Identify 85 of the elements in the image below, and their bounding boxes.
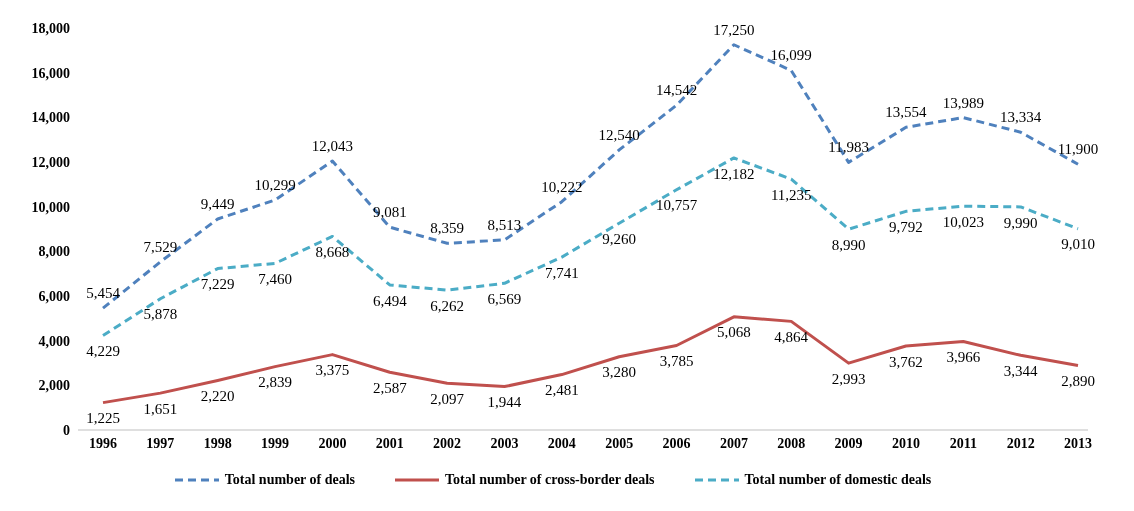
data-label: 4,229 [86, 343, 120, 360]
data-label: 2,993 [831, 370, 866, 387]
data-label: 10,023 [942, 213, 984, 230]
data-label: 9,792 [889, 218, 923, 235]
data-label: 13,334 [1000, 109, 1042, 126]
data-label: 6,262 [430, 297, 464, 314]
data-label: 1,225 [86, 410, 120, 427]
data-label: 2,839 [258, 374, 292, 391]
data-label: 12,540 [598, 126, 640, 143]
data-label: 8,513 [487, 216, 522, 233]
data-label: 3,966 [946, 349, 981, 366]
data-label: 10,299 [254, 176, 296, 193]
data-label: 3,344 [1003, 362, 1039, 379]
data-label: 16,099 [770, 47, 812, 64]
data-label: 11,900 [1057, 141, 1099, 158]
data-label: 11,235 [770, 186, 812, 203]
data-label: 2,481 [544, 382, 579, 399]
data-label: 2,890 [1061, 373, 1095, 390]
data-label: 9,081 [372, 204, 407, 221]
data-label: 3,375 [315, 362, 350, 379]
x-tick-label: 1997 [146, 435, 175, 451]
x-tick-label: 2008 [777, 435, 806, 451]
x-tick-label: 2006 [662, 435, 691, 451]
x-tick-label: 2001 [375, 435, 404, 451]
x-tick-label: 2013 [1064, 435, 1092, 451]
x-tick-label: 2003 [490, 435, 519, 451]
data-label: 4,864 [774, 329, 809, 346]
legend-label: Total number of deals [224, 472, 356, 488]
y-tick-label: 4,000 [38, 333, 70, 349]
data-label: 9,260 [602, 230, 637, 247]
data-label: 10,757 [655, 197, 698, 214]
data-label: 2,587 [372, 379, 408, 396]
x-tick-label: 1998 [203, 435, 232, 451]
data-label: 8,668 [315, 244, 350, 261]
data-label: 5,878 [143, 306, 178, 323]
x-tick-label: 2000 [318, 435, 347, 451]
legend-label: Total number of cross-border deals [445, 472, 655, 488]
x-tick-label: 2009 [834, 435, 863, 451]
data-label: 5,454 [86, 285, 121, 302]
data-label: 9,990 [1003, 214, 1038, 231]
data-label: 3,785 [659, 353, 694, 370]
x-tick-label: 2002 [433, 435, 462, 451]
x-tick-label: 2012 [1006, 435, 1035, 451]
y-tick-label: 12,000 [31, 154, 70, 170]
y-tick-label: 6,000 [38, 288, 70, 304]
data-label: 8,990 [831, 236, 866, 253]
data-label: 5,068 [717, 324, 751, 341]
data-label: 12,182 [713, 165, 755, 182]
data-label: 2,220 [200, 388, 235, 405]
data-label: 3,280 [602, 364, 637, 381]
data-label: 6,569 [487, 290, 522, 307]
data-label: 1,651 [143, 400, 178, 417]
data-label: 7,529 [143, 238, 178, 255]
data-label: 9,449 [200, 195, 235, 212]
x-tick-label: 2011 [949, 435, 977, 451]
x-tick-label: 2005 [605, 435, 634, 451]
data-label: 3,762 [889, 353, 923, 370]
data-label: 13,989 [942, 94, 984, 111]
data-label: 2,097 [430, 390, 465, 407]
y-tick-label: 0 [63, 422, 70, 438]
y-tick-label: 8,000 [38, 244, 70, 260]
data-label: 8,359 [430, 220, 464, 237]
data-label: 11,983 [828, 139, 869, 156]
data-label: 6,494 [372, 292, 408, 309]
x-tick-label: 2007 [719, 435, 748, 451]
data-label: 10,222 [541, 178, 583, 195]
data-label: 7,229 [200, 276, 235, 293]
data-label: 7,741 [544, 264, 579, 281]
x-tick-label: 1999 [261, 435, 290, 451]
data-label: 14,542 [655, 82, 698, 99]
x-tick-label: 1996 [89, 435, 117, 451]
y-tick-label: 14,000 [31, 110, 70, 126]
y-tick-label: 10,000 [31, 199, 70, 215]
legend-label: Total number of domestic deals [744, 472, 932, 488]
data-label: 13,554 [885, 104, 928, 121]
data-label: 17,250 [713, 21, 755, 38]
y-tick-label: 2,000 [38, 378, 70, 394]
data-label: 7,460 [258, 271, 292, 288]
data-label: 1,944 [487, 394, 522, 411]
x-tick-label: 2004 [547, 435, 576, 451]
data-label: 9,010 [1061, 236, 1095, 253]
y-tick-label: 16,000 [31, 65, 70, 81]
data-label: 12,043 [311, 138, 354, 155]
y-tick-label: 18,000 [31, 20, 70, 36]
x-tick-label: 2010 [891, 435, 920, 451]
